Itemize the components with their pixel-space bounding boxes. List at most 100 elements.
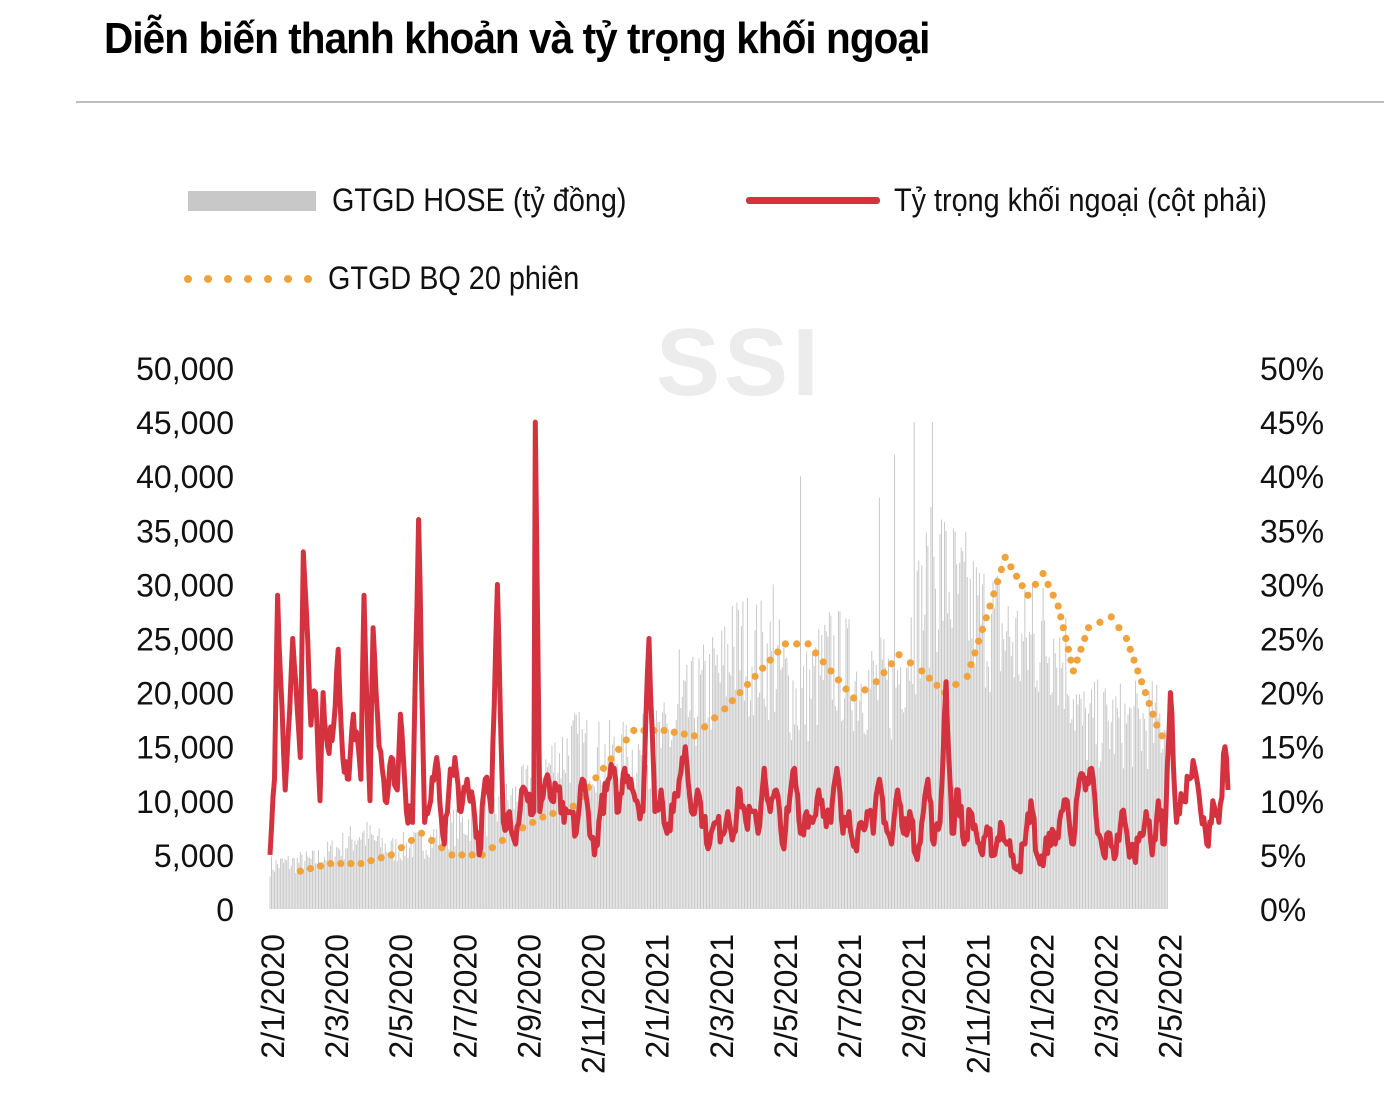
foreign-ratio-line [267,419,1231,875]
ma20-dot [1007,563,1015,571]
ma20-dot [743,680,752,689]
ma20-dot [918,667,926,675]
ma20-dot [448,851,456,859]
y-right-tick: 30% [1260,567,1324,603]
ma20-dot [793,640,801,648]
y-right-tick: 25% [1260,622,1324,658]
ma20-dot [1064,645,1072,653]
legend-ma20-swatch [184,273,312,285]
ma20-dot [458,851,466,859]
ma20-dot [622,736,630,744]
ma20-dot [1137,678,1146,686]
ma20-dot [630,726,638,735]
y-left-tick: 25,000 [136,622,234,658]
ma20-dot [933,681,941,689]
x-tick: 2/3/2022 [1089,934,1125,1059]
ma20-dot [1096,618,1104,626]
x-tick: 2/3/2020 [319,934,355,1059]
ma20-dot [1122,634,1131,643]
ma20-dot [1001,553,1009,561]
ma20-dot [986,602,994,610]
ma20-dot [700,723,709,731]
ma20-dot [327,859,335,868]
y-right-tick: 45% [1260,405,1324,441]
ma20-dot [887,660,896,668]
ma20-dot [804,640,812,648]
ma20-dot [1018,582,1026,590]
y-left-tick: 5,000 [154,838,234,874]
ma20-dot [1039,569,1047,578]
x-tick: 2/11/2021 [960,934,996,1074]
ma20-dot [721,705,729,713]
ma20-dot [549,809,557,818]
ssi-watermark: SSI [656,309,823,416]
ma20-dot [1012,572,1021,580]
ma20-dot [1073,656,1081,664]
ma20-dot [759,664,767,672]
legend-ma20-label: GTGD BQ 20 phiên [328,260,580,296]
ma20-dot [997,565,1005,574]
ma20-dot [1067,656,1075,664]
ma20-dot [982,614,990,622]
y-right-tick: 20% [1260,676,1324,712]
ma20-dot [1049,591,1057,599]
ma20-dot [1031,580,1040,589]
x-tick: 2/3/2021 [704,934,740,1059]
y-right-tick: 15% [1260,730,1324,766]
ma20-dot [906,659,915,667]
ma20-dot [316,862,325,870]
ma20-dot [774,648,782,656]
ma20-dot [670,728,678,736]
y-right-tick: 0% [1260,892,1306,928]
ma20-dot [978,625,987,634]
y-right-tick: 5% [1260,838,1306,874]
axes: 0 5,000 10,000 15,000 20,000 25,000 30,000 35,0… [136,351,1324,1074]
legend-foreign-ratio: Tỷ trọng khối ngoại (cột phải) [746,182,1308,219]
ma20-dot [1149,710,1157,718]
legend-volume-label: GTGD HOSE (tỷ đồng) [332,182,627,218]
ma20-dot [529,818,537,827]
ma20-dot [1153,721,1161,729]
ma20-dot [377,854,385,862]
ma20-dot [975,637,983,645]
ma20-dot [306,865,315,873]
ma20-dot [1077,645,1085,653]
ma20-dot [660,726,668,735]
ma20-dot [711,714,719,722]
ma20-dot [861,686,869,694]
ma20-dot [607,755,615,763]
ma20-dot [993,578,1002,586]
ma20-dot [539,813,547,821]
ma20-dot [963,672,971,680]
ma20-dot [357,859,365,868]
y-right-tick: 10% [1260,784,1324,820]
ma20-dot [736,689,744,697]
ma20-dot [1044,580,1052,589]
ma20-dot [880,669,888,677]
y-left-tick: 45,000 [136,405,234,441]
ma20-dot [952,680,960,689]
foreign-ratio-series [267,419,1231,875]
title-divider [76,101,1384,103]
ma20-dot [827,667,835,675]
ma20-dot [1141,689,1149,697]
y-left-tick: 10,000 [136,784,234,820]
ma20-dot [1059,624,1067,632]
ma20-dot [337,859,345,868]
ma20-dot [849,694,858,702]
y-left-tick: 35,000 [136,513,234,549]
ma20-dot [1069,667,1077,675]
x-tick: 2/9/2021 [896,934,932,1059]
ma20-dot [1145,699,1153,708]
ma20-dot [1054,602,1062,610]
ma20-dot [766,656,774,664]
y-left-tick: 0 [216,892,234,928]
y-left-tick: 30,000 [136,567,234,603]
ma20-dot [690,732,699,740]
ma20-dot [519,824,527,832]
x-tick: 2/1/2021 [640,934,676,1059]
y-right-tick: 50% [1260,351,1324,387]
y-left-tick: 40,000 [136,459,234,495]
x-tick: 2/1/2020 [255,934,291,1059]
